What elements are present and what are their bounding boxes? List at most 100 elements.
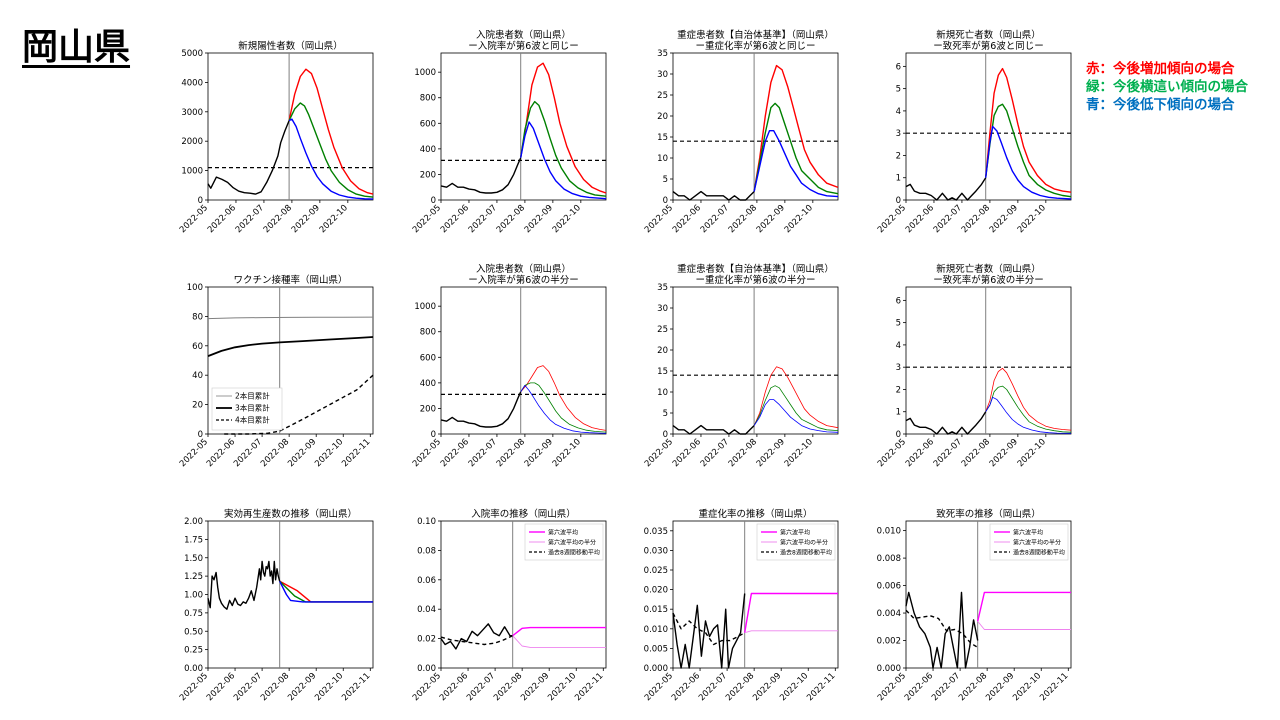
x-tick-label: 2022-08 <box>262 203 294 235</box>
x-tick-label: 2022-10 <box>1016 437 1048 469</box>
series-line-black <box>440 635 513 646</box>
y-tick-label: 1000 <box>414 68 436 78</box>
x-tick-label: 2022-09 <box>755 437 787 469</box>
y-tick-label: 0.00 <box>184 664 203 674</box>
y-tick-label: 1000 <box>181 167 203 177</box>
x-tick-label: 2022-06 <box>439 203 471 235</box>
chart-rt: 実効再生産数の推移（岡山県） 0.00 0.25 0.50 0.75 1.00 1.25 1.… <box>178 508 374 703</box>
x-tick-label: 2022-09 <box>988 203 1020 235</box>
series-line-red <box>753 366 839 429</box>
chart-title: 新規陽性者数（岡山県） <box>238 40 343 52</box>
y-tick-label: 6 <box>896 62 901 72</box>
x-tick-label: 2022-10 <box>313 437 345 469</box>
series-line-blue <box>985 125 1072 200</box>
series-line-red <box>520 365 607 431</box>
legend-label: 第六波平均の半分 <box>1013 539 1061 547</box>
x-tick-label: 2022-08 <box>495 437 527 469</box>
y-tick-label: 400 <box>420 379 436 389</box>
y-tick-label: 4 <box>896 107 901 117</box>
chart-title: 入院患者数（岡山県） <box>476 29 571 41</box>
y-tick-label: 400 <box>420 145 436 155</box>
chart-title: 新規死亡者数（岡山県） <box>936 263 1041 275</box>
x-tick-label: 2022-05 <box>643 437 675 469</box>
scenario-legend: 赤：今後増加傾向の場合 緑：今後横這い傾向の場合 青：今後低下傾向の場合 <box>1086 60 1248 114</box>
x-tick-label: 2022-06 <box>671 437 703 469</box>
x-tick-label: 2022-06 <box>205 671 237 703</box>
y-tick-label: 0 <box>896 430 901 440</box>
legend-label: 第六波平均 <box>1013 529 1043 537</box>
plot-frame <box>207 520 374 669</box>
series-line-blue <box>985 396 1072 434</box>
series-line-green <box>288 102 374 198</box>
x-tick-label: 2022-05 <box>876 671 908 703</box>
y-tick-label: 200 <box>420 404 436 414</box>
x-tick-label: 2022-09 <box>984 671 1016 703</box>
x-tick-label: 2022-06 <box>439 437 471 469</box>
x-tick-label: 2022-07 <box>932 203 964 235</box>
y-tick-label: 5 <box>663 409 668 419</box>
x-tick-label: 2022-05 <box>178 203 210 235</box>
x-tick-label: 2022-05 <box>411 437 443 469</box>
y-tick-label: 0 <box>198 196 203 206</box>
x-tick-label: 2022-08 <box>727 437 759 469</box>
chart-title: ー重症化率が第6波の半分ー <box>695 274 815 286</box>
series-line-black <box>440 391 522 428</box>
x-tick-label: 2022-10 <box>778 671 810 703</box>
x-tick-label: 2022-11 <box>1038 671 1070 703</box>
y-tick-label: 0.08 <box>417 546 436 556</box>
series-line-green <box>753 385 839 431</box>
legend-label: 第六波平均 <box>780 529 810 537</box>
series-line-violet <box>977 621 1071 630</box>
series-line-black <box>672 424 755 435</box>
y-tick-label: 0.004 <box>877 609 901 619</box>
series-line-red <box>279 580 373 603</box>
x-tick-label: 2022-08 <box>495 203 527 235</box>
plot-frame <box>905 286 1072 435</box>
x-tick-label: 2022-05 <box>876 203 908 235</box>
y-tick-label: 0 <box>663 196 668 206</box>
series-line-red <box>288 68 374 195</box>
y-tick-label: 0.000 <box>644 664 668 674</box>
x-tick-label: 2022-09 <box>523 203 555 235</box>
series-line-blue <box>753 129 839 198</box>
y-tick-label: 40 <box>192 371 203 381</box>
series-line-green <box>520 100 607 197</box>
x-tick-label: 2022-06 <box>904 437 936 469</box>
chart-title: 重症患者数【自治体基準】（岡山県） <box>677 29 834 41</box>
chart-new-cases: 新規陽性者数（岡山県）0100020003000400050002022-052… <box>178 40 374 235</box>
page-title: 岡山県 <box>22 27 131 68</box>
plot-frame <box>905 52 1072 201</box>
plot-frame <box>905 520 1072 669</box>
y-tick-label: 2 <box>896 151 901 161</box>
x-tick-label: 2022-06 <box>206 203 238 235</box>
y-tick-label: 600 <box>420 119 436 129</box>
y-tick-label: 0.020 <box>644 586 668 596</box>
x-tick-label: 2022-07 <box>467 437 499 469</box>
chart-death-rate: 致死率の推移（岡山県） 0.000 0.002 0.004 0.006 0.008 0.01… <box>876 508 1072 703</box>
series-line-green <box>985 103 1072 198</box>
y-tick-label: 35 <box>657 283 668 293</box>
x-tick-label: 2022-09 <box>751 671 783 703</box>
plot-frame <box>440 52 607 201</box>
series-line-black <box>672 593 746 669</box>
plot-frame <box>672 286 839 435</box>
series-line-black <box>905 177 987 201</box>
y-tick-label: 5 <box>896 319 901 329</box>
legend-label: 第六波平均の半分 <box>780 539 828 547</box>
x-tick-label: 2022-08 <box>492 671 524 703</box>
y-tick-label: 2000 <box>181 137 203 147</box>
series-line-black <box>905 411 987 435</box>
x-tick-label: 2022-08 <box>960 437 992 469</box>
series-line-red <box>520 62 607 194</box>
chart-vaccination: ワクチン接種率（岡山県）0204060801002022-052022-0620… <box>178 274 374 469</box>
x-tick-label: 2022-05 <box>643 203 675 235</box>
y-tick-label: 35 <box>657 49 668 59</box>
x-tick-label: 2022-09 <box>286 437 318 469</box>
x-tick-label: 2022-07 <box>467 203 499 235</box>
legend-label: 第六波平均 <box>548 529 578 537</box>
y-tick-label: 3 <box>896 363 901 373</box>
series-line-black <box>207 560 281 610</box>
x-tick-label: 2022-10 <box>546 671 578 703</box>
